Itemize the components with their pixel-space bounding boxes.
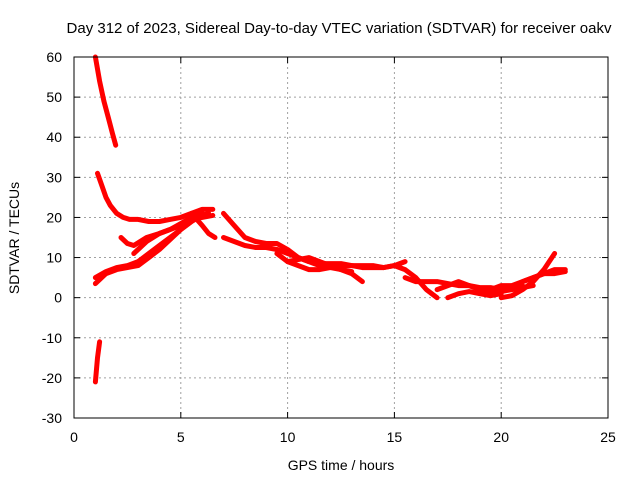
y-tick-label: 60 <box>46 49 62 65</box>
y-tick-label: 50 <box>46 89 62 105</box>
y-axis: -30 -20 -10 0 10 20 30 40 50 60 <box>42 49 608 426</box>
y-tick-label: -10 <box>42 330 62 346</box>
series-line-arc-12 <box>285 255 355 275</box>
y-tick-label: 0 <box>54 290 62 306</box>
y-tick-label: -20 <box>42 370 62 386</box>
series-line-arc-2 <box>92 339 103 385</box>
x-axis-label: GPS time / hours <box>288 457 395 473</box>
series-line-arc-18 <box>520 267 568 285</box>
plot-frame <box>73 56 609 419</box>
y-tick-label: 20 <box>46 209 62 225</box>
x-tick-label: 10 <box>280 429 296 445</box>
x-tick-label: 15 <box>387 429 403 445</box>
x-tick-label: 25 <box>600 429 616 445</box>
y-tick-label: 40 <box>46 129 62 145</box>
series-line-arc-5 <box>92 210 205 287</box>
x-tick-label: 0 <box>70 429 78 445</box>
y-tick-label: -30 <box>42 410 62 426</box>
series-line-arc-3 <box>95 170 216 224</box>
series-line-arc-8 <box>189 210 218 240</box>
y-tick-label: 30 <box>46 169 62 185</box>
y-tick-label: 10 <box>46 250 62 266</box>
x-axis: 0 5 10 15 20 25 <box>70 57 616 445</box>
grid <box>74 57 608 418</box>
series-line-arc-15 <box>445 289 504 301</box>
chart-title: Day 312 of 2023, Sidereal Day-to-day VTE… <box>67 20 612 37</box>
x-tick-label: 5 <box>177 429 185 445</box>
series-line-arc-1 <box>92 54 119 148</box>
series-group <box>92 54 568 385</box>
x-tick-label: 20 <box>493 429 509 445</box>
series-line-arc-11 <box>274 251 440 301</box>
y-axis-label: SDTVAR / TECUs <box>6 182 22 294</box>
series-line-arc-17 <box>498 251 558 301</box>
